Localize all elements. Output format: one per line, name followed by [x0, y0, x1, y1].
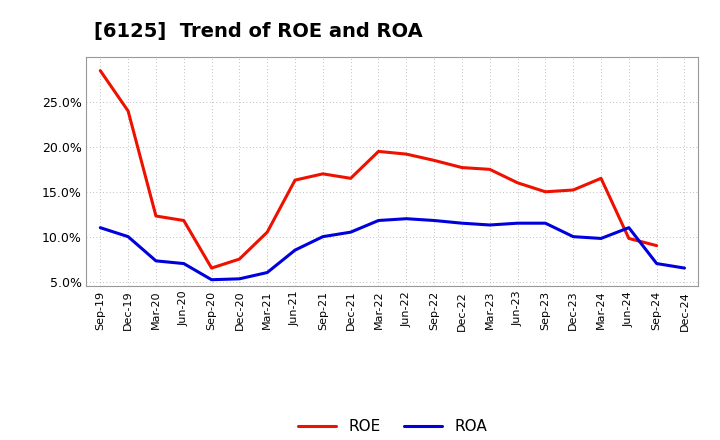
ROA: [179, 261, 188, 266]
ROA: [263, 270, 271, 275]
Line: ROE: ROE: [100, 71, 657, 268]
ROA: [597, 236, 606, 241]
ROA: [152, 258, 161, 264]
ROA: [235, 276, 243, 282]
ROE: [346, 176, 355, 181]
ROA: [680, 265, 689, 271]
ROE: [485, 167, 494, 172]
ROE: [569, 187, 577, 193]
ROA: [458, 220, 467, 226]
ROE: [235, 257, 243, 262]
ROA: [124, 234, 132, 239]
Line: ROA: ROA: [100, 219, 685, 280]
ROE: [291, 177, 300, 183]
Text: [6125]  Trend of ROE and ROA: [6125] Trend of ROE and ROA: [94, 22, 423, 41]
ROA: [374, 218, 383, 223]
Legend: ROE, ROA: ROE, ROA: [292, 413, 493, 440]
ROA: [652, 261, 661, 266]
ROE: [318, 171, 327, 176]
ROA: [569, 234, 577, 239]
ROA: [346, 230, 355, 235]
ROE: [597, 176, 606, 181]
ROE: [430, 158, 438, 163]
ROA: [96, 225, 104, 230]
ROA: [207, 277, 216, 282]
ROA: [430, 218, 438, 223]
ROE: [458, 165, 467, 170]
ROA: [402, 216, 410, 221]
ROE: [179, 218, 188, 223]
ROA: [485, 222, 494, 227]
ROE: [374, 149, 383, 154]
ROE: [263, 230, 271, 235]
ROE: [402, 151, 410, 157]
ROA: [513, 220, 522, 226]
ROE: [652, 243, 661, 248]
ROE: [207, 265, 216, 271]
ROE: [624, 236, 633, 241]
ROA: [291, 247, 300, 253]
ROE: [541, 189, 550, 194]
ROA: [624, 225, 633, 230]
ROE: [152, 213, 161, 219]
ROA: [541, 220, 550, 226]
ROE: [513, 180, 522, 185]
ROE: [96, 68, 104, 73]
ROE: [124, 108, 132, 114]
ROA: [318, 234, 327, 239]
